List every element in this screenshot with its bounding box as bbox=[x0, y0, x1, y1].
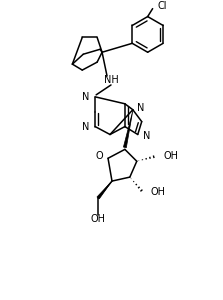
Text: OH: OH bbox=[151, 187, 166, 197]
Text: N: N bbox=[143, 131, 150, 142]
Polygon shape bbox=[123, 111, 133, 148]
Text: Cl: Cl bbox=[158, 1, 167, 11]
Text: OH: OH bbox=[91, 214, 106, 224]
Text: N: N bbox=[137, 103, 144, 113]
Text: N: N bbox=[82, 122, 89, 132]
Polygon shape bbox=[97, 181, 112, 199]
Text: NH: NH bbox=[104, 75, 118, 85]
Text: OH: OH bbox=[163, 151, 179, 161]
Text: O: O bbox=[95, 151, 103, 161]
Text: N: N bbox=[82, 92, 89, 102]
